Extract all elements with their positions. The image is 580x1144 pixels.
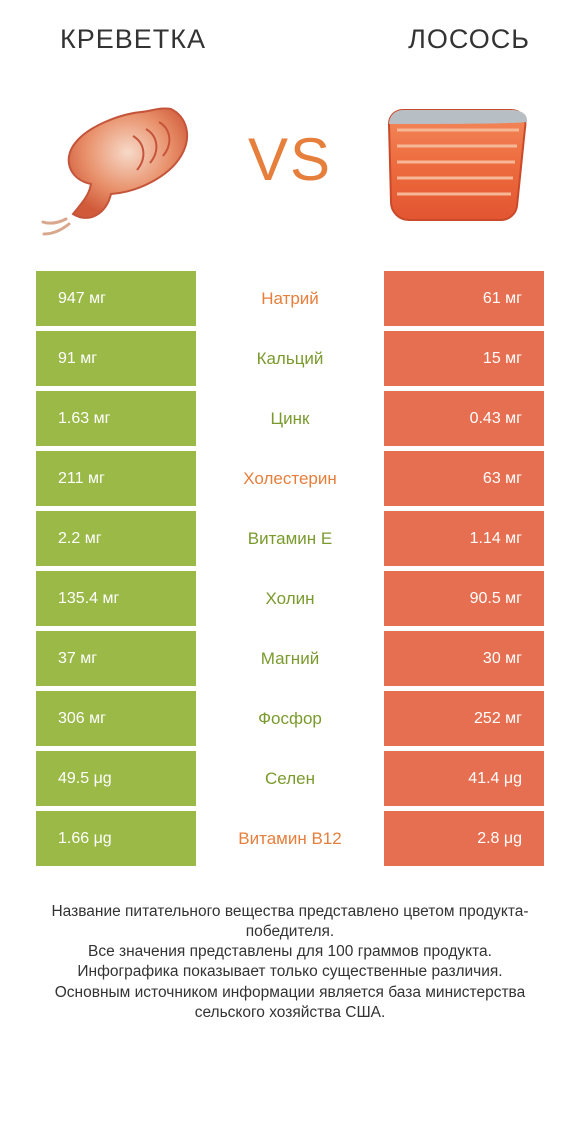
- table-row: 306 мгФосфор252 мг: [36, 691, 544, 746]
- value-right: 90.5 мг: [384, 571, 544, 626]
- footer-line: Основным источником информации является …: [30, 983, 550, 1023]
- title-left: Креветка: [60, 24, 206, 55]
- title-row: Креветка Лосось: [0, 0, 580, 61]
- vs-label: VS: [248, 125, 332, 194]
- table-row: 947 мгНатрий61 мг: [36, 271, 544, 326]
- value-left: 947 мг: [36, 271, 196, 326]
- footer-line: Все значения представлены для 100 граммо…: [30, 942, 550, 962]
- table-row: 91 мгКальций15 мг: [36, 331, 544, 386]
- table-row: 1.63 мгЦинк0.43 мг: [36, 391, 544, 446]
- value-left: 49.5 μg: [36, 751, 196, 806]
- value-left: 37 мг: [36, 631, 196, 686]
- value-right: 0.43 мг: [384, 391, 544, 446]
- shrimp-icon: [41, 74, 211, 244]
- salmon-image: [364, 69, 544, 249]
- nutrient-label: Холестерин: [196, 451, 384, 506]
- nutrient-label: Холин: [196, 571, 384, 626]
- table-row: 2.2 мгВитамин E1.14 мг: [36, 511, 544, 566]
- title-right: Лосось: [408, 24, 530, 55]
- nutrient-label: Витамин B12: [196, 811, 384, 866]
- infographic-root: Креветка Лосось VS: [0, 0, 580, 1144]
- value-left: 306 мг: [36, 691, 196, 746]
- value-left: 2.2 мг: [36, 511, 196, 566]
- value-left: 1.63 мг: [36, 391, 196, 446]
- nutrient-label: Селен: [196, 751, 384, 806]
- salmon-icon: [369, 74, 539, 244]
- value-left: 135.4 мг: [36, 571, 196, 626]
- value-left: 91 мг: [36, 331, 196, 386]
- value-left: 211 мг: [36, 451, 196, 506]
- table-row: 1.66 μgВитамин B122.8 μg: [36, 811, 544, 866]
- value-right: 15 мг: [384, 331, 544, 386]
- table-row: 135.4 мгХолин90.5 мг: [36, 571, 544, 626]
- table-row: 211 мгХолестерин63 мг: [36, 451, 544, 506]
- nutrient-label: Магний: [196, 631, 384, 686]
- nutrition-table: 947 мгНатрий61 мг91 мгКальций15 мг1.63 м…: [0, 271, 580, 866]
- table-row: 49.5 μgСелен41.4 μg: [36, 751, 544, 806]
- value-right: 63 мг: [384, 451, 544, 506]
- footer-note: Название питательного вещества представл…: [0, 866, 580, 1023]
- image-row: VS: [0, 61, 580, 271]
- value-right: 61 мг: [384, 271, 544, 326]
- nutrient-label: Цинк: [196, 391, 384, 446]
- footer-line: Название питательного вещества представл…: [30, 902, 550, 942]
- value-right: 41.4 μg: [384, 751, 544, 806]
- shrimp-image: [36, 69, 216, 249]
- value-right: 2.8 μg: [384, 811, 544, 866]
- nutrient-label: Кальций: [196, 331, 384, 386]
- nutrient-label: Витамин E: [196, 511, 384, 566]
- nutrient-label: Фосфор: [196, 691, 384, 746]
- value-left: 1.66 μg: [36, 811, 196, 866]
- value-right: 30 мг: [384, 631, 544, 686]
- value-right: 252 мг: [384, 691, 544, 746]
- value-right: 1.14 мг: [384, 511, 544, 566]
- table-row: 37 мгМагний30 мг: [36, 631, 544, 686]
- nutrient-label: Натрий: [196, 271, 384, 326]
- footer-line: Инфографика показывает только существенн…: [30, 962, 550, 982]
